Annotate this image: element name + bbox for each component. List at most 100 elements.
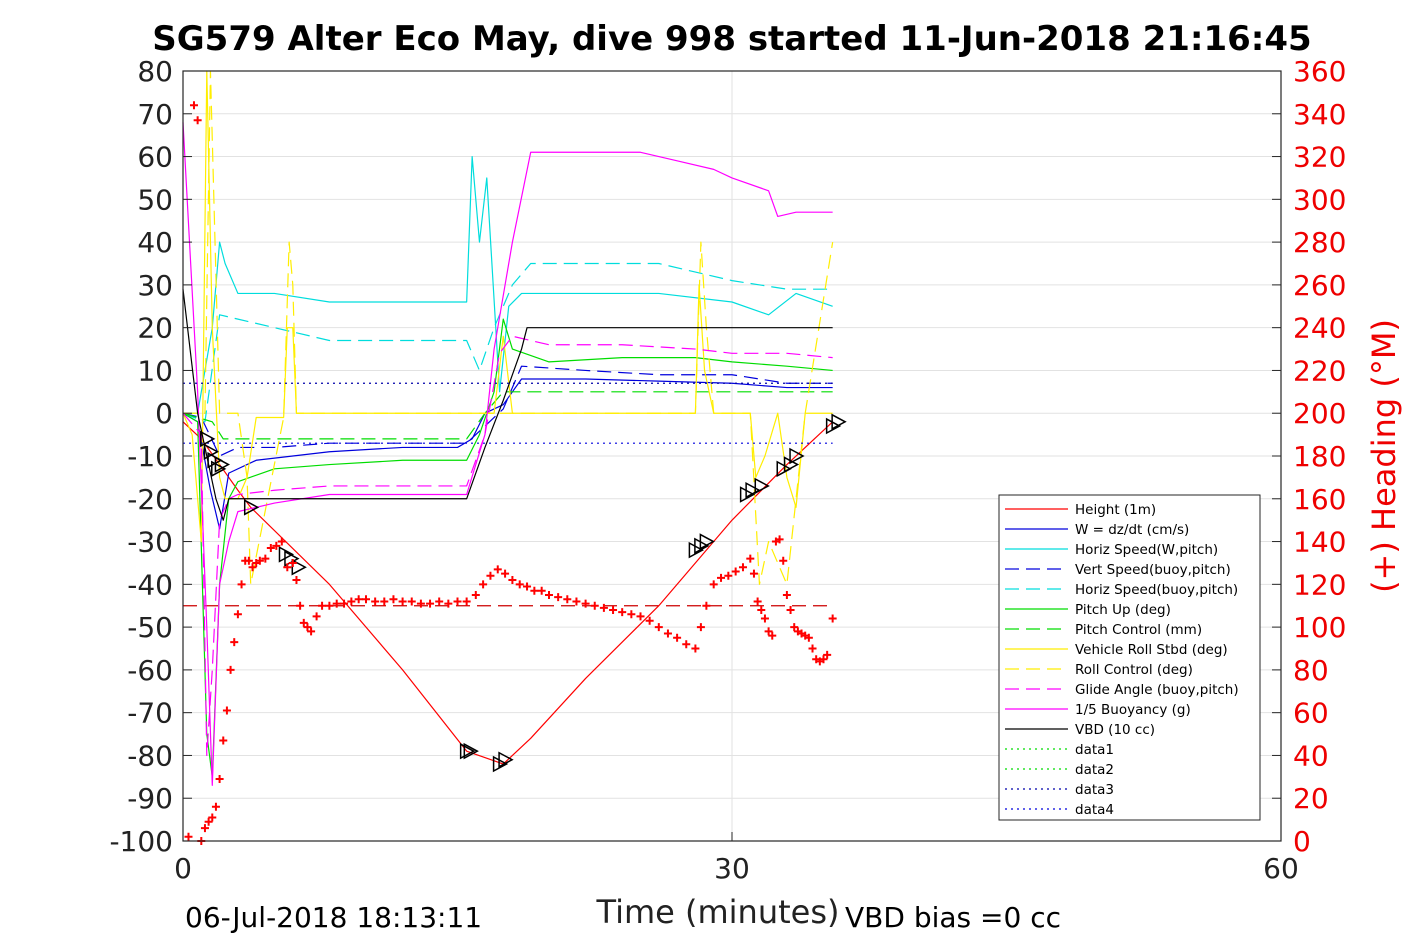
legend-label: Vert Speed(buoy,pitch)	[1075, 562, 1231, 578]
legend-label: VBD (10 cc)	[1075, 722, 1155, 738]
heading-point	[435, 597, 444, 606]
x-axis-label: Time (minutes)	[596, 893, 840, 931]
left-tick-label: 70	[137, 98, 173, 131]
heading-point	[523, 582, 532, 591]
heading-point	[804, 633, 813, 642]
heading-point	[775, 535, 784, 544]
left-tick-label: 60	[137, 141, 173, 174]
heading-point	[354, 595, 363, 604]
heading-point	[702, 601, 711, 610]
heading-point	[362, 595, 370, 604]
legend-label: W = dz/dt (cm/s)	[1075, 522, 1189, 538]
right-tick-label: 200	[1293, 397, 1346, 430]
triangle-marker	[825, 417, 842, 435]
left-tick-label: 20	[137, 312, 173, 345]
triangle-marker	[463, 742, 479, 760]
heading-point	[244, 556, 253, 565]
heading-point	[288, 558, 297, 567]
heading-point	[757, 606, 766, 614]
heading-point	[325, 601, 334, 610]
right-tick-label: 360	[1293, 55, 1346, 88]
legend-label: data1	[1075, 742, 1114, 758]
heading-point	[537, 586, 546, 595]
chart-title: SG579 Alter Eco May, dive 998 started 11…	[152, 19, 1311, 59]
left-tick-label: 40	[137, 226, 173, 259]
legend: Height (1m) W = dz/dt (cm/s) Horiz Speed(W…	[998, 494, 1261, 821]
bottom-tick-label: 30	[714, 852, 750, 885]
left-tick-label: -40	[127, 568, 173, 601]
series-line	[182, 289, 833, 521]
heading-point	[654, 623, 663, 632]
heading-point	[426, 599, 435, 608]
left-tick-label: 10	[137, 354, 173, 387]
heading-point	[208, 813, 217, 822]
heading-point	[717, 573, 726, 582]
left-tick-label: 50	[137, 183, 173, 216]
heading-point	[501, 569, 510, 578]
heading-point	[292, 576, 301, 585]
heading-point	[219, 736, 228, 745]
heading-point	[515, 580, 524, 589]
heading-point	[828, 614, 837, 623]
heading-point	[731, 567, 740, 576]
heading-point	[277, 537, 286, 546]
series-line	[182, 365, 833, 457]
left-tick-label: -100	[109, 825, 173, 858]
triangle-marker	[211, 460, 227, 478]
triangle-marker	[243, 499, 260, 516]
left-tick-label: 80	[137, 55, 173, 88]
heading-point	[407, 597, 416, 606]
heading-point	[572, 597, 581, 606]
legend-label: Glide Angle (buoy,pitch)	[1075, 682, 1239, 698]
right-tick-label: 80	[1293, 654, 1329, 687]
right-axis-ticks: 3603403203002802602402202001801601401201…	[1272, 55, 1346, 858]
legend-label: Vehicle Roll Stbd (deg)	[1075, 642, 1228, 658]
heading-point	[753, 597, 762, 606]
triangle-marker	[776, 460, 792, 478]
heading-point	[471, 591, 480, 600]
right-tick-label: 340	[1293, 98, 1346, 131]
series-line	[182, 378, 833, 530]
heading-point	[636, 612, 645, 621]
heading-point	[554, 593, 563, 602]
heading-point	[222, 706, 231, 715]
right-tick-label: 100	[1293, 611, 1346, 644]
heading-point	[609, 606, 618, 614]
triangle-marker	[754, 477, 770, 495]
triangle-marker	[291, 558, 307, 576]
triangle-marker	[694, 537, 710, 555]
right-tick-label: 120	[1293, 568, 1346, 601]
heading-point	[749, 569, 758, 578]
heading-point	[189, 101, 198, 110]
heading-point	[318, 601, 327, 610]
right-tick-label: 40	[1293, 739, 1329, 772]
left-tick-label: -60	[127, 654, 173, 687]
right-tick-label: 260	[1293, 269, 1346, 302]
heading-point	[283, 563, 292, 572]
legend-label: Pitch Up (deg)	[1075, 602, 1171, 618]
heading-point	[380, 597, 389, 606]
legend-label: 1/5 Buoyancy (g)	[1075, 702, 1191, 718]
left-axis-ticks: 80 70 60 50 40 30 20 10 0 -10 -20 -30 -40 -50 -60 -70 -8…	[109, 55, 192, 858]
heading-point	[272, 541, 281, 550]
heading-point	[760, 614, 769, 623]
legend-label: data4	[1075, 802, 1114, 818]
heading-point	[237, 580, 246, 589]
heading-point	[389, 595, 398, 604]
triangle-marker	[739, 486, 756, 503]
right-tick-label: 300	[1293, 183, 1346, 216]
series-line	[182, 421, 834, 765]
heading-point	[673, 633, 682, 642]
left-tick-label: -50	[127, 611, 173, 644]
heading-point	[307, 627, 316, 636]
heading-point	[590, 601, 599, 610]
legend-label: Roll Control (deg)	[1075, 662, 1193, 678]
heading-point	[248, 563, 257, 572]
heading-point	[266, 543, 275, 552]
left-tick-label: -70	[127, 697, 173, 730]
triangle-marker	[688, 541, 704, 559]
heading-point	[453, 597, 462, 606]
triangle-marker	[278, 546, 295, 563]
heading-point	[618, 608, 627, 617]
